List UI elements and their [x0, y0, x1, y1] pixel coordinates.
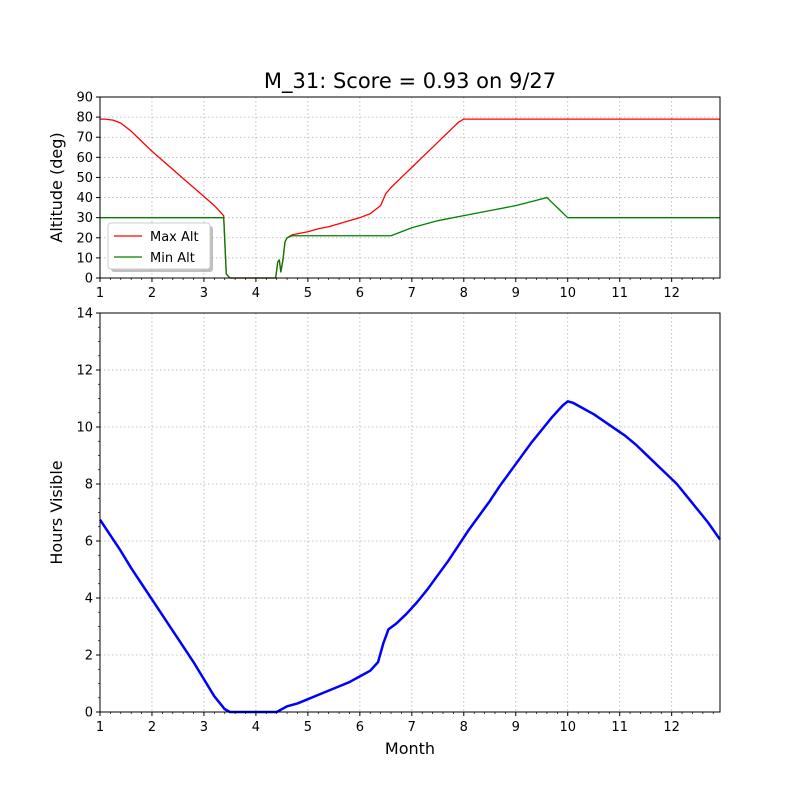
altitude-series: [100, 118, 720, 279]
hours-series: [98, 400, 722, 714]
altitude-y-tick-label: 80: [76, 111, 93, 126]
hours-y-tick-label: 14: [76, 307, 93, 322]
hours-y-tick-label: 4: [85, 592, 93, 607]
altitude-plot-frame: [99, 96, 721, 279]
hours-x-tick-label: 3: [200, 720, 208, 735]
hours-y-tick-label: 10: [76, 421, 93, 436]
hours-x-tick-label: 8: [460, 720, 468, 735]
altitude-y-tick-label: 50: [76, 171, 93, 186]
altitude-y-axis-label: Altitude (deg): [47, 132, 66, 242]
altitude-y-tick-label: 40: [76, 191, 93, 206]
altitude-x-tick-label: 9: [512, 286, 520, 301]
legend: Max Alt Min Alt: [107, 222, 213, 272]
altitude-y-tick-label: 70: [76, 131, 93, 146]
series-line-min-alt: [100, 196, 720, 279]
altitude-y-tick-label: 10: [76, 251, 93, 266]
altitude-x-tick-label: 12: [663, 286, 680, 301]
altitude-x-tick-label: 6: [356, 286, 364, 301]
hours-x-tick-label: 11: [611, 720, 628, 735]
hours-x-tick-label: 12: [663, 720, 680, 735]
altitude-x-tick-label: 1: [96, 286, 104, 301]
altitude-x-tick-label: 7: [408, 286, 416, 301]
altitude-y-tick-label: 90: [76, 91, 93, 106]
hours-grid: [100, 313, 720, 712]
altitude-y-tick-label: 0: [85, 272, 93, 287]
altitude-x-tick-label: 11: [611, 286, 628, 301]
series-line-hours-visible: [98, 400, 722, 714]
chart-title: M_31: Score = 0.93 on 9/27: [264, 69, 556, 94]
hours-y-tick-label: 12: [76, 364, 93, 379]
altitude-y-tick-label: 60: [76, 151, 93, 166]
altitude-x-tick-label: 2: [148, 286, 156, 301]
hours-x-tick-label: 1: [96, 720, 104, 735]
hours-y-tick-label: 2: [85, 649, 93, 664]
hours-y-tick-label: 8: [85, 478, 93, 493]
altitude-x-tick-label: 8: [460, 286, 468, 301]
altitude-y-tick-label: 30: [76, 211, 93, 226]
hours-x-tick-label: 2: [148, 720, 156, 735]
hours-x-tick-label: 6: [356, 720, 364, 735]
hours-y-tick-label: 0: [85, 706, 93, 721]
altitude-y-tick-label: 20: [76, 231, 93, 246]
hours-x-tick-label: 10: [559, 720, 576, 735]
legend-label-min-alt: Min Alt: [150, 251, 195, 266]
altitude-x-tick-label: 3: [200, 286, 208, 301]
altitude-x-tick-label: 4: [252, 286, 260, 301]
legend-label-max-alt: Max Alt: [150, 230, 199, 245]
altitude-x-tick-label: 5: [304, 286, 312, 301]
hours-x-tick-label: 9: [512, 720, 520, 735]
hours-x-tick-label: 4: [252, 720, 260, 735]
altitude-x-tick-label: 10: [559, 286, 576, 301]
hours-y-tick-label: 6: [85, 535, 93, 550]
hours-y-axis-label: Hours Visible: [47, 460, 66, 564]
hours-x-axis-label: Month: [385, 739, 435, 758]
hours-x-tick-label: 5: [304, 720, 312, 735]
hours-x-tick-label: 7: [408, 720, 416, 735]
